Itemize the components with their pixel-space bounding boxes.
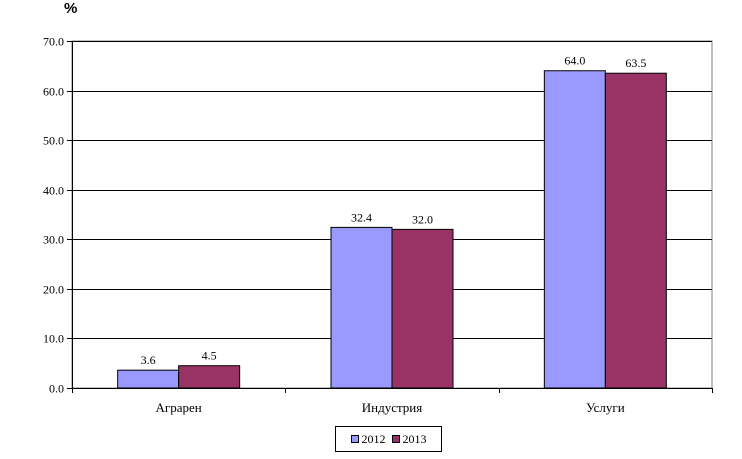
data-label-2013-1: 32.0 — [412, 212, 433, 226]
data-label-2012-0: 3.6 — [141, 353, 156, 367]
y-tick-label: 60.0 — [43, 85, 64, 99]
x-tick-label: Услуги — [586, 400, 625, 415]
bar-2013-2 — [604, 72, 667, 389]
y-tick-label: 0.0 — [49, 382, 64, 396]
legend-swatch-2013 — [391, 435, 400, 443]
y-unit-label: % — [64, 0, 78, 17]
bar-2012-0 — [117, 369, 180, 389]
legend: 2012 2013 — [335, 426, 442, 452]
x-tick-label: Индустрия — [362, 400, 423, 415]
y-tick-label: 10.0 — [43, 332, 64, 346]
legend-item-2013: 2013 — [391, 431, 427, 447]
legend-label-2013: 2013 — [402, 431, 427, 446]
y-tick-label: 40.0 — [43, 184, 64, 198]
data-label-2013-0: 4.5 — [202, 349, 217, 363]
data-label-2012-2: 64.0 — [564, 54, 585, 68]
x-tick-label: Аграрен — [156, 400, 202, 415]
bar-2012-2 — [543, 70, 606, 389]
legend-swatch-2012 — [350, 435, 359, 443]
y-tick-label: 20.0 — [43, 283, 64, 297]
data-label-2013-2: 63.5 — [625, 56, 646, 70]
y-tick-label: 70.0 — [43, 35, 64, 49]
bar-2013-1 — [391, 228, 454, 389]
data-label-2012-1: 32.4 — [351, 210, 372, 224]
legend-item-2012: 2012 — [350, 431, 386, 447]
y-tick-label: 50.0 — [43, 134, 64, 148]
bar-2012-1 — [330, 226, 393, 389]
y-tick-label: 30.0 — [43, 233, 64, 247]
bar-2013-0 — [178, 365, 241, 389]
legend-label-2012: 2012 — [361, 431, 386, 446]
